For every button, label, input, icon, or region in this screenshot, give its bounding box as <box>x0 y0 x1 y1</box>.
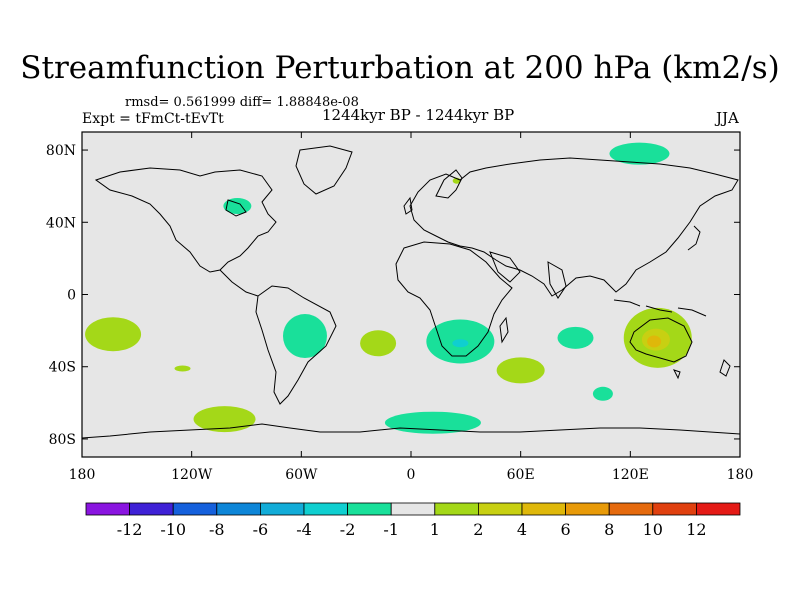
lon-tick-label: 120W <box>171 467 213 483</box>
anomaly-region <box>647 335 662 348</box>
colorbar-label: 1 <box>430 520 440 539</box>
lon-tick-label: 60W <box>285 467 318 483</box>
anomaly-region <box>174 365 191 372</box>
anomaly-region <box>360 330 397 357</box>
period-label: 1244kyr BP - 1244kyr BP <box>322 106 515 124</box>
lat-tick-label: 40N <box>46 215 76 231</box>
colorbar-label: -1 <box>383 520 399 539</box>
colorbar-swatch <box>303 502 348 516</box>
colorbar-swatch <box>216 502 261 516</box>
colorbar: -12 -10 -8 -6 -4 -2 -1 1 2 4 6 8 10 12 <box>85 502 741 539</box>
colorbar-swatch <box>259 502 305 516</box>
colorbar-swatch <box>172 502 218 516</box>
lat-tick-label: 0 <box>67 288 76 304</box>
colorbar-label: 2 <box>473 520 483 539</box>
anomaly-region <box>193 406 256 433</box>
colorbar-label: 4 <box>517 520 527 539</box>
stats-label: rmsd= 0.561999 diff= 1.88848e-08 <box>125 95 359 110</box>
colorbar-swatch <box>434 502 479 516</box>
colorbar-swatch <box>390 502 436 516</box>
colorbar-label: -6 <box>253 520 269 539</box>
lat-tick-label: 80N <box>46 143 76 159</box>
colorbar-swatch <box>696 502 741 516</box>
colorbar-swatch <box>521 502 566 516</box>
coastlines <box>81 145 741 439</box>
colorbar-label: -10 <box>160 520 186 539</box>
season-label: JJA <box>716 109 739 127</box>
anomaly-region <box>557 326 594 349</box>
lat-tick-label: 40S <box>49 360 76 376</box>
lon-tick-label: 0 <box>407 467 416 483</box>
lon-tick-label: 180 <box>727 467 754 483</box>
colorbar-swatch <box>652 502 697 516</box>
lat-tick-label: 80S <box>49 432 76 448</box>
anomaly-region <box>609 142 670 165</box>
anomaly-region <box>282 314 327 359</box>
colorbar-swatch <box>565 502 610 516</box>
colorbar-label: 12 <box>686 520 706 539</box>
anomaly-region <box>592 386 613 401</box>
anomaly-region <box>85 317 142 352</box>
anomaly-region <box>452 339 469 348</box>
colorbar-label: -2 <box>340 520 356 539</box>
colorbar-swatch <box>608 502 654 516</box>
plot-title: Streamfunction Perturbation at 200 hPa (… <box>20 50 780 86</box>
lon-tick-label: 120E <box>612 467 649 483</box>
map-axes: 80N 40N 0 40S 80S 180 120W 60W 0 60E 120E 180 <box>46 132 753 483</box>
map-background <box>82 132 740 457</box>
colorbar-label: 6 <box>561 520 571 539</box>
colorbar-swatch <box>347 502 392 516</box>
anomaly-region <box>384 411 481 434</box>
colorbar-swatch <box>477 502 523 516</box>
anomaly-layer <box>85 142 692 434</box>
colorbar-label: -8 <box>209 520 225 539</box>
lon-tick-label: 60E <box>507 467 535 483</box>
experiment-label: Expt = tFmCt-tEvTt <box>82 111 224 127</box>
colorbar-swatch <box>129 502 174 516</box>
lon-tick-label: 180 <box>69 467 96 483</box>
colorbar-swatch <box>85 502 130 516</box>
colorbar-label: -12 <box>117 520 143 539</box>
colorbar-label: -4 <box>296 520 312 539</box>
colorbar-label: 10 <box>643 520 663 539</box>
anomaly-region <box>496 357 545 384</box>
colorbar-label: 8 <box>604 520 614 539</box>
